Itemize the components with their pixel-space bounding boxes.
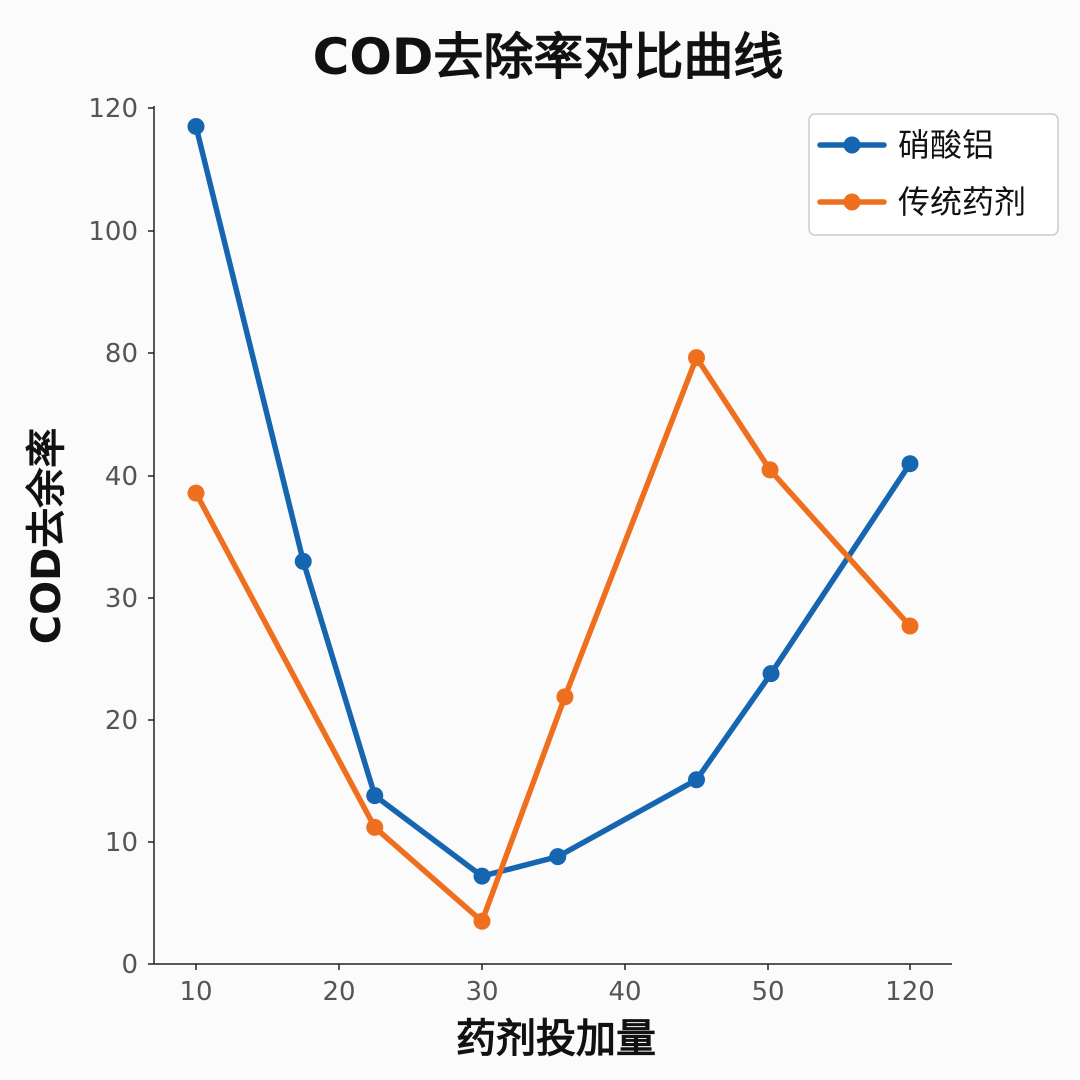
series-layer [187, 117, 919, 930]
legend-marker [843, 193, 861, 211]
data-point [473, 867, 491, 885]
data-point [366, 818, 384, 836]
x-axis-ticks: 10 20 30 40 50 120 [179, 964, 935, 1007]
y-tick-label: 10 [105, 828, 138, 858]
y-tick-label: 120 [88, 94, 138, 124]
data-point [556, 688, 574, 706]
data-point [366, 787, 384, 805]
y-tick-label: 0 [121, 950, 138, 980]
data-point [688, 771, 705, 789]
data-point [187, 117, 205, 135]
legend-label: 硝酸铝 [898, 126, 994, 164]
y-axis-ticks: 0 10 20 30 40 80 100 120 [88, 94, 154, 980]
data-point [901, 617, 919, 635]
chart-title: COD去除率对比曲线 [313, 28, 784, 86]
x-tick-label: 50 [751, 977, 784, 1007]
y-tick-label: 80 [105, 339, 138, 369]
y-axis-label: COD去余率 [24, 428, 70, 645]
x-tick-label: 10 [179, 977, 212, 1007]
legend-label: 传统药剂 [898, 183, 1026, 221]
legend-marker [843, 136, 861, 154]
y-tick-label: 100 [88, 217, 138, 247]
y-tick-label: 30 [105, 584, 138, 614]
series-2 [187, 349, 919, 930]
y-tick-label: 40 [105, 462, 138, 492]
y-tick-label: 20 [105, 706, 138, 736]
data-point [294, 552, 312, 570]
x-tick-label: 20 [322, 977, 355, 1007]
data-point [762, 665, 780, 683]
data-point [901, 455, 919, 473]
data-point [549, 848, 567, 866]
x-axis-label: 药剂投加量 [456, 1016, 656, 1062]
x-tick-label: 120 [885, 977, 935, 1007]
data-point [473, 912, 491, 930]
x-tick-label: 40 [608, 977, 641, 1007]
series-line [193, 354, 913, 925]
data-point [688, 349, 705, 367]
data-point [761, 461, 779, 479]
series-1 [187, 117, 919, 885]
series-line [193, 123, 913, 879]
data-point [187, 484, 205, 502]
x-tick-label: 30 [465, 977, 498, 1007]
